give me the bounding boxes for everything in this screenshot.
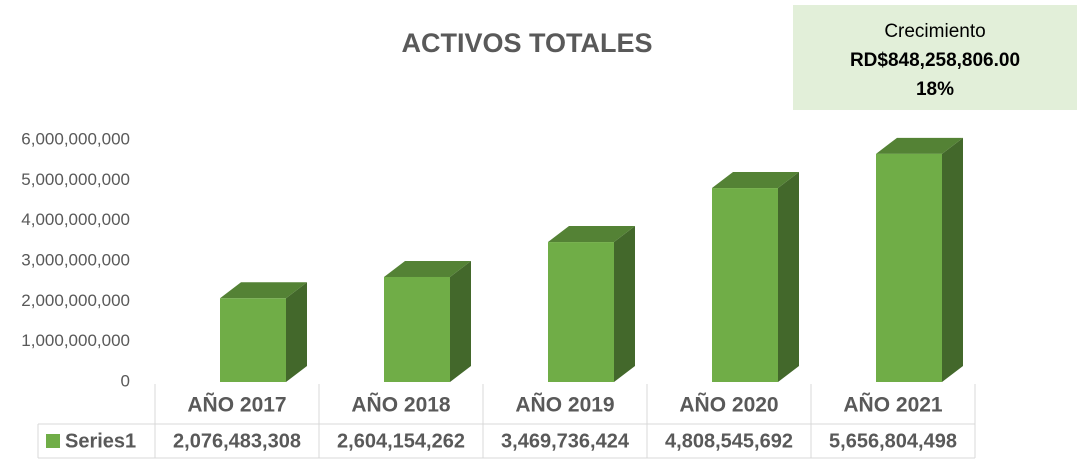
table-value: 3,469,736,424 xyxy=(501,430,630,452)
x-tick-label: AÑO 2017 xyxy=(187,394,286,417)
bar-side xyxy=(286,282,307,382)
x-tick-label: AÑO 2021 xyxy=(843,394,943,417)
x-tick-label: AÑO 2018 xyxy=(351,394,451,417)
x-tick-label: AÑO 2020 xyxy=(679,394,778,417)
x-tick-label: AÑO 2019 xyxy=(515,394,614,417)
y-tick-label: 0 xyxy=(121,371,130,390)
chart-title: ACTIVOS TOTALES xyxy=(401,28,652,58)
bar xyxy=(548,242,614,382)
bar-top xyxy=(876,137,963,154)
bar xyxy=(384,276,450,382)
bar-side xyxy=(942,137,963,382)
table-value: 2,076,483,308 xyxy=(173,430,301,452)
y-tick-label: 1,000,000,000 xyxy=(21,331,130,350)
legend-key xyxy=(46,434,60,448)
bar-side xyxy=(450,260,471,382)
bar-top xyxy=(220,282,307,299)
y-tick-label: 4,000,000,000 xyxy=(21,210,130,229)
bar xyxy=(712,188,778,382)
table-value: 4,808,545,692 xyxy=(665,430,793,452)
growth-label: Crecimiento xyxy=(884,21,985,42)
growth-amount: RD$848,258,806.00 xyxy=(850,50,1020,71)
table-value: 5,656,804,498 xyxy=(829,430,957,452)
bar-top xyxy=(384,260,471,277)
bar-side xyxy=(614,226,635,382)
growth-percent: 18% xyxy=(916,79,954,100)
growth-box xyxy=(793,5,1077,110)
y-tick-label: 2,000,000,000 xyxy=(21,291,130,310)
bar-top xyxy=(712,172,799,189)
bar-top xyxy=(548,226,635,243)
y-tick-label: 5,000,000,000 xyxy=(21,170,130,189)
legend-label: Series1 xyxy=(65,430,136,452)
bar xyxy=(876,153,942,382)
y-tick-label: 6,000,000,000 xyxy=(21,129,130,148)
bar-side xyxy=(778,172,799,382)
y-tick-label: 3,000,000,000 xyxy=(21,250,130,269)
table-value: 2,604,154,262 xyxy=(337,430,465,452)
bar xyxy=(220,298,286,382)
